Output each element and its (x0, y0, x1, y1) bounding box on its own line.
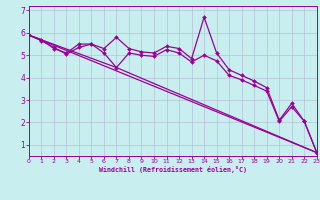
X-axis label: Windchill (Refroidissement éolien,°C): Windchill (Refroidissement éolien,°C) (99, 166, 247, 173)
